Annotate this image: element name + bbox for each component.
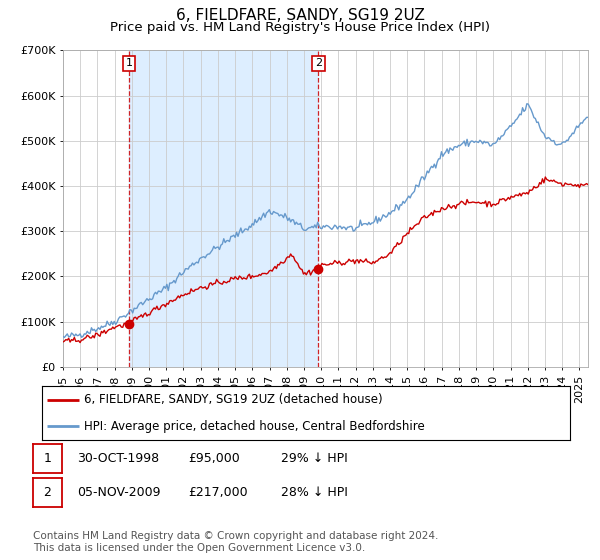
Text: 2: 2	[43, 486, 52, 499]
Text: 2: 2	[315, 58, 322, 68]
Text: £217,000: £217,000	[188, 486, 247, 499]
Text: £95,000: £95,000	[188, 452, 239, 465]
Text: 6, FIELDFARE, SANDY, SG19 2UZ: 6, FIELDFARE, SANDY, SG19 2UZ	[176, 8, 424, 24]
Text: Price paid vs. HM Land Registry's House Price Index (HPI): Price paid vs. HM Land Registry's House …	[110, 21, 490, 34]
Text: 29% ↓ HPI: 29% ↓ HPI	[281, 452, 347, 465]
Bar	[129, 50, 319, 367]
Text: 1: 1	[125, 58, 133, 68]
Text: HPI: Average price, detached house, Central Bedfordshire: HPI: Average price, detached house, Cent…	[84, 420, 425, 433]
Text: 6, FIELDFARE, SANDY, SG19 2UZ (detached house): 6, FIELDFARE, SANDY, SG19 2UZ (detached …	[84, 393, 383, 406]
Text: 05-NOV-2009: 05-NOV-2009	[77, 486, 160, 499]
Text: 28% ↓ HPI: 28% ↓ HPI	[281, 486, 347, 499]
Text: Contains HM Land Registry data © Crown copyright and database right 2024.: Contains HM Land Registry data © Crown c…	[33, 531, 439, 541]
Text: 1: 1	[43, 452, 52, 465]
Text: 30-OCT-1998: 30-OCT-1998	[77, 452, 159, 465]
Text: This data is licensed under the Open Government Licence v3.0.: This data is licensed under the Open Gov…	[33, 543, 365, 553]
